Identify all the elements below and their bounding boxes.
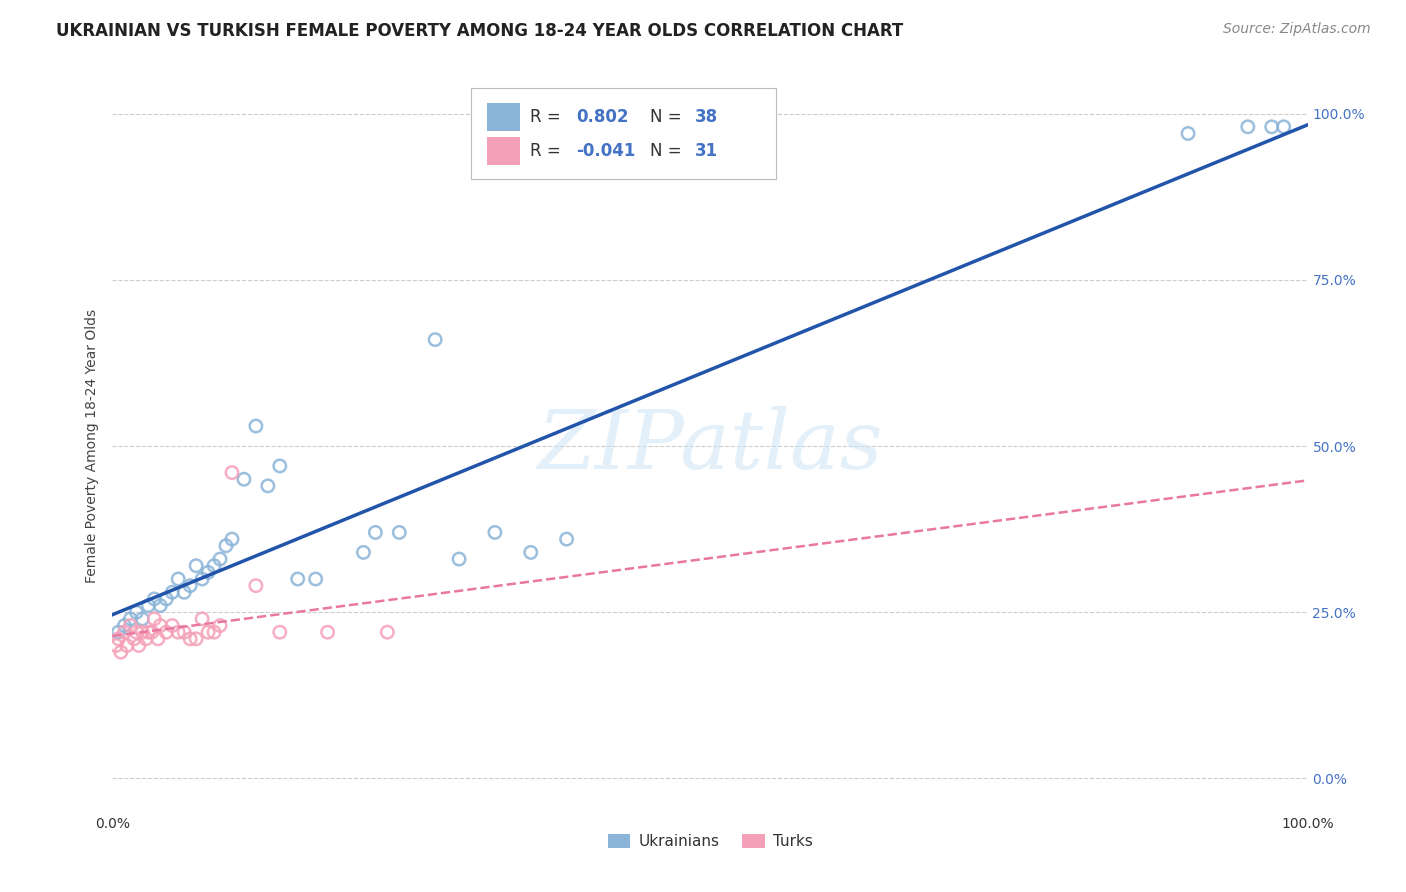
Point xyxy=(1177,127,1199,141)
Point xyxy=(352,545,374,559)
Point xyxy=(215,539,238,553)
Text: UKRAINIAN VS TURKISH FEMALE POVERTY AMONG 18-24 YEAR OLDS CORRELATION CHART: UKRAINIAN VS TURKISH FEMALE POVERTY AMON… xyxy=(56,22,904,40)
Point xyxy=(221,532,243,546)
Point xyxy=(173,585,195,599)
Point xyxy=(305,572,328,586)
Text: -0.041: -0.041 xyxy=(576,142,636,161)
Point xyxy=(202,625,225,640)
Point xyxy=(114,625,135,640)
Point xyxy=(233,472,256,486)
Point xyxy=(135,632,157,646)
Point xyxy=(269,625,291,640)
Point xyxy=(114,618,135,632)
Text: N =: N = xyxy=(650,108,688,126)
Point xyxy=(110,645,132,659)
Point xyxy=(167,625,190,640)
Point xyxy=(555,532,578,546)
Point xyxy=(138,625,160,640)
FancyBboxPatch shape xyxy=(471,87,776,179)
Point xyxy=(191,572,214,586)
Point xyxy=(107,632,129,646)
Point xyxy=(316,625,339,640)
Text: R =: R = xyxy=(530,108,565,126)
Point xyxy=(131,625,153,640)
Point xyxy=(1272,120,1295,134)
Text: R =: R = xyxy=(530,142,565,161)
Point xyxy=(162,618,183,632)
Point xyxy=(138,599,160,613)
Point xyxy=(125,625,148,640)
Point xyxy=(287,572,309,586)
Point xyxy=(173,625,195,640)
Point xyxy=(269,458,291,473)
Point xyxy=(179,579,201,593)
Point xyxy=(167,572,190,586)
Point xyxy=(520,545,543,559)
Point xyxy=(149,618,172,632)
Point xyxy=(128,639,150,653)
Point xyxy=(149,599,172,613)
Point xyxy=(388,525,411,540)
Point xyxy=(377,625,399,640)
Text: 31: 31 xyxy=(695,142,717,161)
Point xyxy=(186,632,208,646)
Point xyxy=(131,612,153,626)
Point xyxy=(120,612,142,626)
Point xyxy=(209,552,232,566)
Point xyxy=(202,558,225,573)
Legend: Ukrainians, Turks: Ukrainians, Turks xyxy=(602,828,818,855)
Text: 0.802: 0.802 xyxy=(576,108,628,126)
Bar xyxy=(486,103,520,131)
Point xyxy=(191,612,214,626)
Point xyxy=(143,591,166,606)
Text: N =: N = xyxy=(650,142,688,161)
Point xyxy=(221,466,243,480)
Point xyxy=(257,479,280,493)
Point xyxy=(107,625,129,640)
Point xyxy=(209,618,232,632)
Point xyxy=(125,605,148,619)
Point xyxy=(155,625,177,640)
Point xyxy=(245,419,267,434)
Point xyxy=(197,566,219,580)
Point xyxy=(143,612,166,626)
Point xyxy=(146,632,169,646)
Text: ZIPatlas: ZIPatlas xyxy=(537,406,883,486)
Point xyxy=(122,632,145,646)
Point xyxy=(162,585,183,599)
Point xyxy=(1261,120,1284,134)
Y-axis label: Female Poverty Among 18-24 Year Olds: Female Poverty Among 18-24 Year Olds xyxy=(86,309,100,583)
Point xyxy=(1237,120,1260,134)
Point xyxy=(425,333,447,347)
Point xyxy=(115,639,138,653)
Point xyxy=(364,525,387,540)
Point xyxy=(197,625,219,640)
Point xyxy=(120,618,142,632)
Text: 38: 38 xyxy=(695,108,717,126)
Point xyxy=(105,639,128,653)
Point xyxy=(245,579,267,593)
Point xyxy=(155,591,177,606)
Point xyxy=(186,558,208,573)
Text: Source: ZipAtlas.com: Source: ZipAtlas.com xyxy=(1223,22,1371,37)
Point xyxy=(141,625,163,640)
Point xyxy=(484,525,506,540)
Bar xyxy=(486,137,520,165)
Point xyxy=(447,552,470,566)
Point xyxy=(179,632,201,646)
